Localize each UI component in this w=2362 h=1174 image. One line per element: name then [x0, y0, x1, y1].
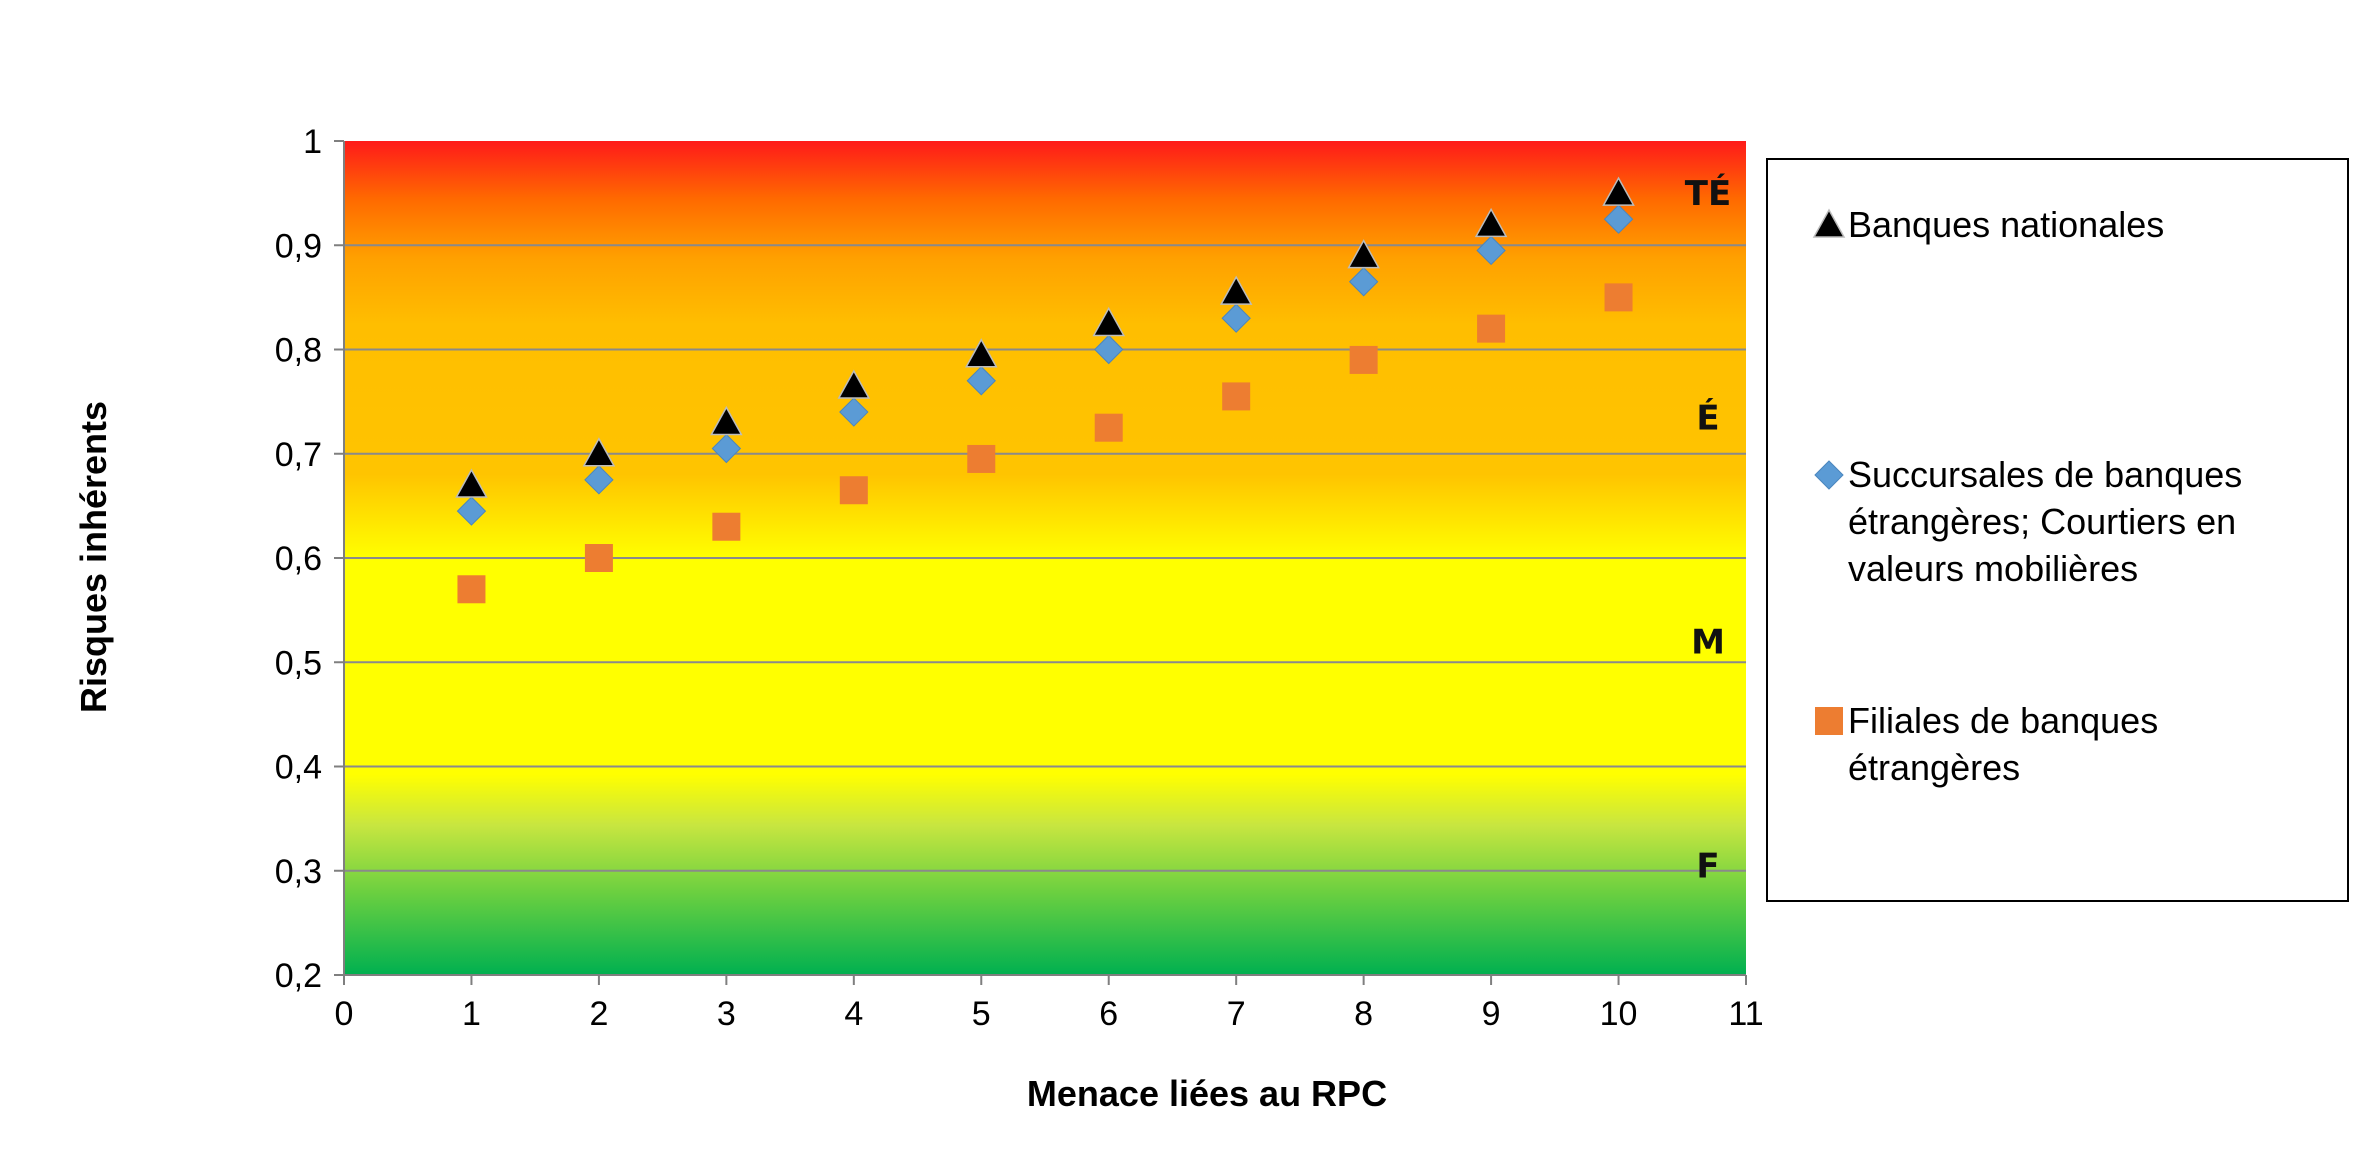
data-series	[455, 176, 1635, 604]
legend-label: étrangères; Courtiers en	[1848, 501, 2236, 542]
data-point	[1094, 334, 1124, 365]
y-tick-label: 0,3	[275, 853, 322, 891]
data-point	[964, 338, 998, 368]
gridlines	[344, 244, 1746, 872]
x-tick-label: 1	[462, 995, 481, 1033]
data-point	[1603, 204, 1634, 234]
data-point	[1347, 239, 1380, 269]
data-point	[839, 397, 869, 427]
data-point	[457, 575, 486, 604]
y-tick-label: 0,6	[275, 540, 322, 578]
zone-label: M	[1691, 622, 1725, 662]
legend-label: Banques nationales	[1848, 204, 2164, 245]
data-point	[1474, 207, 1508, 238]
data-point	[1348, 267, 1379, 297]
y-axis-ticks: 0,2 0,3 0,4 0,5 0,6 0,7 0,8 0,9 1	[275, 123, 344, 995]
data-point	[1349, 345, 1378, 374]
data-point	[1092, 306, 1126, 337]
x-tick-label: 6	[1099, 995, 1118, 1033]
series-0	[455, 176, 1635, 498]
x-tick-label: 9	[1482, 995, 1501, 1033]
legend-marker	[1812, 208, 1846, 238]
data-point	[1476, 235, 1506, 266]
series-2	[457, 283, 1633, 604]
legend-entry: Succursales de banques étrangères; Courti…	[1814, 454, 2242, 589]
data-point	[712, 512, 741, 541]
zone-label: É	[1696, 397, 1719, 438]
data-point	[837, 369, 871, 399]
legend-label: valeurs mobilières	[1848, 548, 2138, 589]
y-tick-label: 0,5	[275, 644, 322, 682]
legend-marker	[1815, 707, 1843, 735]
data-point	[1221, 303, 1251, 333]
y-tick-label: 1	[303, 123, 322, 161]
data-point	[966, 366, 996, 396]
series-1	[456, 204, 1634, 526]
data-point	[711, 433, 742, 464]
data-point	[584, 544, 613, 572]
legend-entry: Banques nationales	[1812, 204, 2164, 245]
data-point	[839, 476, 868, 505]
data-point	[710, 405, 743, 436]
legend-entry: Filiales de banques étrangères	[1815, 700, 2158, 788]
legend-label: Succursales de banques	[1848, 454, 2242, 495]
data-point	[1477, 314, 1506, 343]
x-tick-label: 4	[844, 995, 863, 1033]
x-axis-title: Menace liées au RPC	[1027, 1073, 1387, 1114]
zone-label: TÉ	[1685, 173, 1731, 214]
x-tick-label: 10	[1600, 995, 1638, 1033]
y-axis-title: Risques inhérents	[73, 401, 114, 713]
data-point	[584, 465, 614, 495]
legend-label: étrangères	[1848, 747, 2020, 788]
x-tick-label: 8	[1354, 995, 1373, 1033]
x-axis-ticks: 0 1 2 3 4 5 6 7 8 9 10 11	[335, 975, 1764, 1033]
x-tick-label: 0	[335, 995, 354, 1033]
x-tick-label: 11	[1728, 995, 1763, 1033]
y-tick-label: 0,7	[275, 436, 322, 474]
y-tick-label: 0,9	[275, 227, 322, 265]
data-point	[967, 444, 996, 473]
data-point	[1222, 382, 1251, 411]
x-tick-label: 2	[589, 995, 608, 1033]
zone-label: F	[1696, 847, 1719, 887]
legend-marker	[1814, 460, 1844, 490]
data-point	[582, 437, 616, 467]
data-point	[1602, 176, 1635, 206]
x-tick-label: 3	[717, 995, 736, 1033]
data-point	[456, 496, 487, 526]
x-tick-label: 5	[972, 995, 991, 1033]
y-tick-label: 0,4	[275, 749, 322, 787]
data-point	[1219, 275, 1253, 305]
y-tick-label: 0,8	[275, 332, 322, 370]
x-tick-label: 7	[1227, 995, 1246, 1033]
legend-box	[1766, 158, 2349, 902]
data-point	[1094, 413, 1123, 442]
legend-label: Filiales de banques	[1848, 700, 2158, 741]
legend: Banques nationales Succursales de banques…	[1766, 158, 2349, 902]
zone-labels: TÉ É M F	[1685, 173, 1731, 886]
y-tick-label: 0,2	[275, 957, 322, 995]
data-point	[455, 468, 488, 498]
data-point	[1604, 283, 1633, 312]
